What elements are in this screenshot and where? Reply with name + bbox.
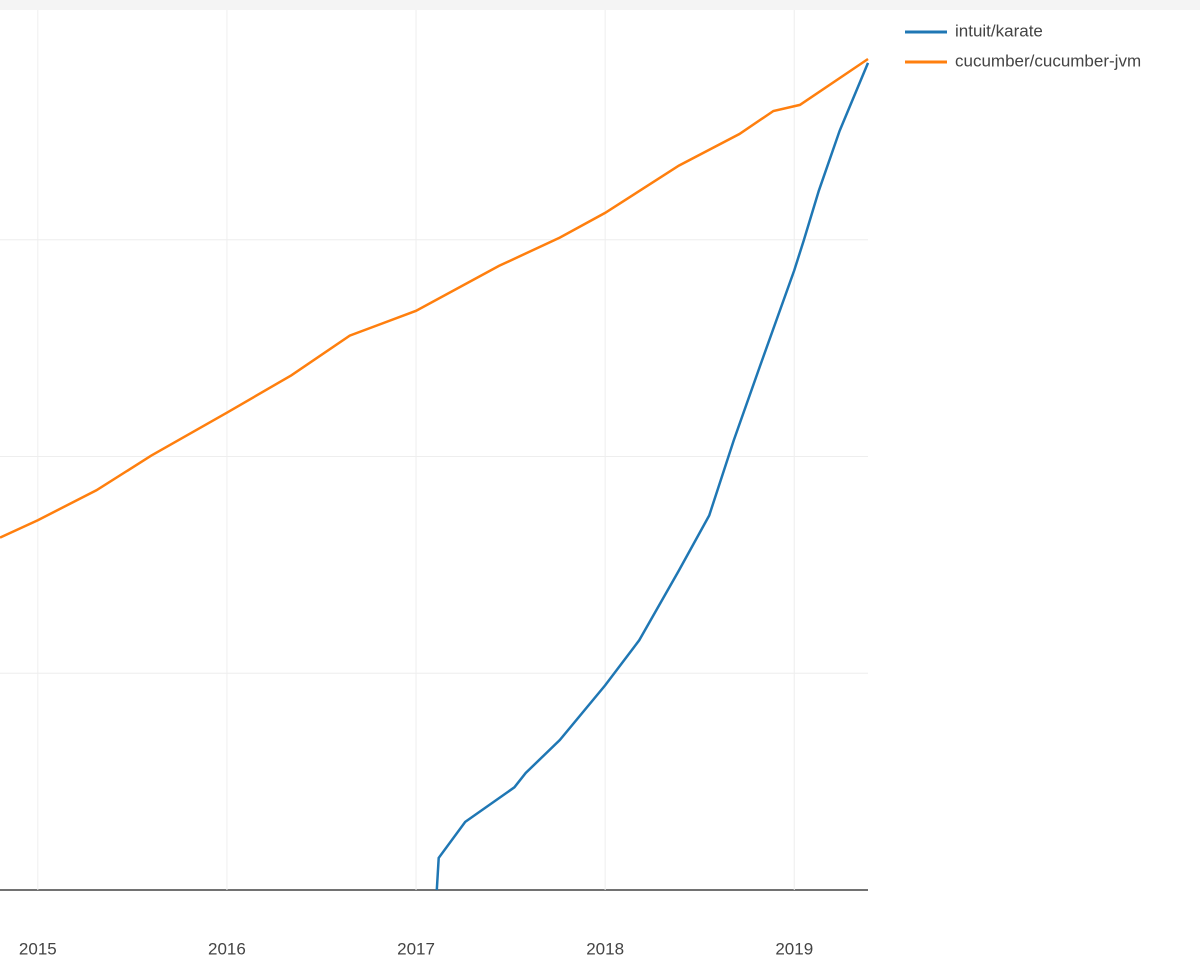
top-strip xyxy=(0,0,1200,10)
x-tick-label: 2017 xyxy=(397,939,435,958)
x-tick-label: 2015 xyxy=(19,939,57,958)
series-line xyxy=(435,62,870,891)
series-line xyxy=(0,57,869,539)
x-tick-label: 2016 xyxy=(208,939,246,958)
legend-label: cucumber/cucumber-jvm xyxy=(955,51,1141,70)
legend-label: intuit/karate xyxy=(955,21,1043,40)
x-tick-label: 2018 xyxy=(586,939,624,958)
x-tick-label: 2019 xyxy=(775,939,813,958)
